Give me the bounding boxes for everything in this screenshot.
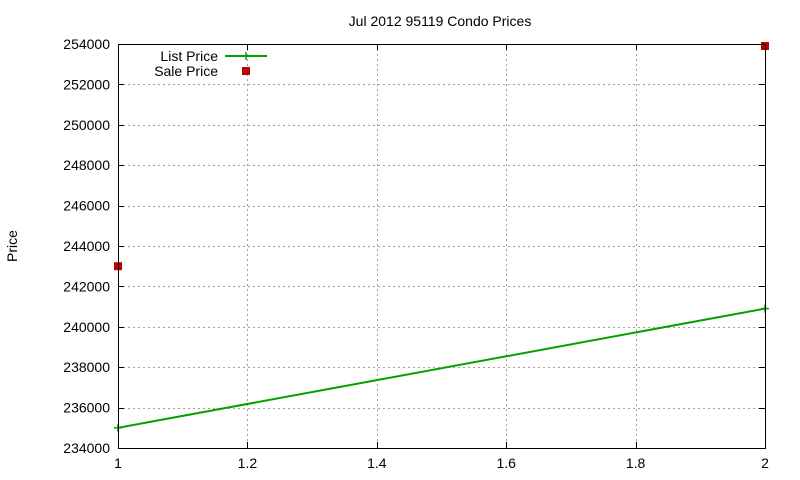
legend-label-list-price: List Price	[160, 48, 218, 64]
y-tick-label: 248000	[63, 157, 110, 173]
list-price-line	[117, 307, 766, 429]
x-tick-label: 1	[114, 455, 122, 471]
legend-label-sale-price: Sale Price	[154, 63, 218, 79]
grid-lines	[118, 44, 765, 448]
y-tick-label: 246000	[63, 198, 110, 214]
x-tick-label: 2	[761, 455, 769, 471]
tick-labels: 1 1.2 1.4 1.6 1.8 2 234000 236000 238000 240000 24…	[63, 36, 769, 471]
x-tick-label: 1.8	[626, 455, 646, 471]
y-tick-label: 244000	[63, 238, 110, 254]
series-layer	[114, 42, 769, 432]
x-tick-label: 1.6	[496, 455, 516, 471]
y-axis-label: Price	[4, 230, 20, 262]
y-tick-label: 254000	[63, 36, 110, 52]
x-tick-label: 1.2	[238, 455, 258, 471]
y-tick-label: 250000	[63, 117, 110, 133]
y-tick-label: 236000	[63, 400, 110, 416]
chart-title: Jul 2012 95119 Condo Prices	[349, 13, 532, 29]
y-tick-label: 240000	[63, 319, 110, 335]
legend-swatch-sale-price	[242, 67, 250, 75]
y-tick-label: 252000	[63, 76, 110, 92]
axis-ticks	[118, 44, 766, 449]
y-tick-label: 242000	[63, 278, 110, 294]
x-tick-label: 1.4	[367, 455, 387, 471]
y-tick-label: 238000	[63, 359, 110, 375]
y-tick-label: 234000	[63, 440, 110, 456]
